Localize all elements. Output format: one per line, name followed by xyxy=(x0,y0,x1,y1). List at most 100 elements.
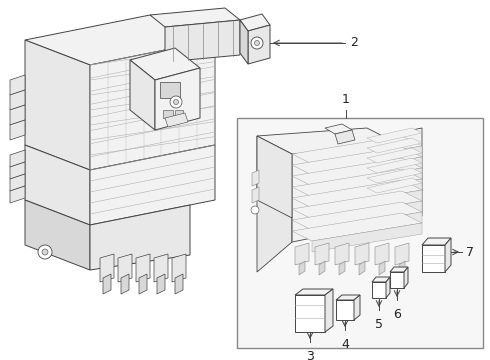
Polygon shape xyxy=(90,145,215,225)
Polygon shape xyxy=(422,245,445,272)
Polygon shape xyxy=(336,300,354,320)
Polygon shape xyxy=(379,261,385,275)
Polygon shape xyxy=(25,200,90,270)
Polygon shape xyxy=(150,8,240,27)
Text: 3: 3 xyxy=(306,350,314,360)
Polygon shape xyxy=(240,20,248,64)
Text: 6: 6 xyxy=(393,308,401,321)
Polygon shape xyxy=(367,148,422,163)
Polygon shape xyxy=(367,168,422,183)
Polygon shape xyxy=(292,158,422,186)
Bar xyxy=(163,110,173,118)
Polygon shape xyxy=(292,128,422,242)
Polygon shape xyxy=(367,138,422,153)
Polygon shape xyxy=(336,295,360,300)
Polygon shape xyxy=(367,128,422,143)
Polygon shape xyxy=(325,124,352,134)
Polygon shape xyxy=(165,113,188,127)
Polygon shape xyxy=(386,277,390,298)
Polygon shape xyxy=(25,145,90,225)
Circle shape xyxy=(251,37,263,49)
Bar xyxy=(175,110,183,116)
Polygon shape xyxy=(257,136,292,218)
Circle shape xyxy=(42,249,48,255)
Polygon shape xyxy=(339,261,345,275)
Polygon shape xyxy=(248,25,270,64)
Polygon shape xyxy=(10,75,25,95)
Polygon shape xyxy=(390,272,404,288)
Polygon shape xyxy=(354,295,360,320)
Polygon shape xyxy=(240,14,270,31)
Polygon shape xyxy=(295,289,333,295)
Polygon shape xyxy=(295,295,325,332)
Polygon shape xyxy=(312,201,422,230)
Polygon shape xyxy=(157,274,165,294)
Text: 2: 2 xyxy=(350,36,358,49)
Polygon shape xyxy=(10,90,25,110)
Polygon shape xyxy=(367,158,422,173)
Polygon shape xyxy=(130,60,155,130)
Bar xyxy=(160,82,180,98)
Polygon shape xyxy=(172,254,186,282)
Polygon shape xyxy=(335,243,349,265)
Polygon shape xyxy=(25,15,215,65)
Polygon shape xyxy=(257,128,402,154)
Polygon shape xyxy=(292,169,422,197)
Polygon shape xyxy=(130,48,200,80)
Polygon shape xyxy=(295,243,309,265)
Polygon shape xyxy=(372,282,386,298)
Polygon shape xyxy=(399,261,405,275)
Polygon shape xyxy=(390,267,408,272)
Polygon shape xyxy=(10,174,25,191)
Polygon shape xyxy=(103,274,111,294)
Polygon shape xyxy=(375,243,389,265)
Polygon shape xyxy=(292,180,422,208)
Bar xyxy=(237,118,483,348)
Text: 4: 4 xyxy=(341,338,349,351)
Polygon shape xyxy=(335,130,355,144)
Polygon shape xyxy=(10,150,25,167)
Circle shape xyxy=(170,96,182,108)
Polygon shape xyxy=(367,178,422,193)
Polygon shape xyxy=(312,146,422,175)
Polygon shape xyxy=(121,274,129,294)
Polygon shape xyxy=(312,179,422,208)
Polygon shape xyxy=(312,157,422,186)
Polygon shape xyxy=(10,186,25,203)
Polygon shape xyxy=(139,274,147,294)
Circle shape xyxy=(38,245,52,259)
Polygon shape xyxy=(90,205,190,270)
Circle shape xyxy=(173,99,178,104)
Polygon shape xyxy=(292,136,422,164)
Polygon shape xyxy=(372,277,390,282)
Text: 1: 1 xyxy=(342,93,350,106)
Text: 5: 5 xyxy=(375,318,383,331)
Polygon shape xyxy=(175,274,183,294)
Polygon shape xyxy=(252,187,259,203)
Polygon shape xyxy=(359,261,365,275)
Polygon shape xyxy=(312,223,422,252)
Polygon shape xyxy=(395,243,409,265)
Polygon shape xyxy=(10,105,25,125)
Polygon shape xyxy=(292,191,422,219)
Polygon shape xyxy=(25,40,90,170)
Polygon shape xyxy=(292,202,422,230)
Polygon shape xyxy=(90,40,215,170)
Polygon shape xyxy=(404,267,408,288)
Circle shape xyxy=(254,40,260,45)
Polygon shape xyxy=(292,213,422,241)
Polygon shape xyxy=(422,238,451,245)
Polygon shape xyxy=(312,190,422,219)
Polygon shape xyxy=(355,243,369,265)
Polygon shape xyxy=(252,170,259,186)
Text: 7: 7 xyxy=(466,246,474,258)
Polygon shape xyxy=(165,20,240,62)
Polygon shape xyxy=(299,261,305,275)
Polygon shape xyxy=(312,212,422,241)
Polygon shape xyxy=(292,147,422,175)
Polygon shape xyxy=(257,136,292,272)
Polygon shape xyxy=(445,238,451,272)
Polygon shape xyxy=(10,162,25,179)
Circle shape xyxy=(251,206,259,214)
Polygon shape xyxy=(100,254,114,282)
